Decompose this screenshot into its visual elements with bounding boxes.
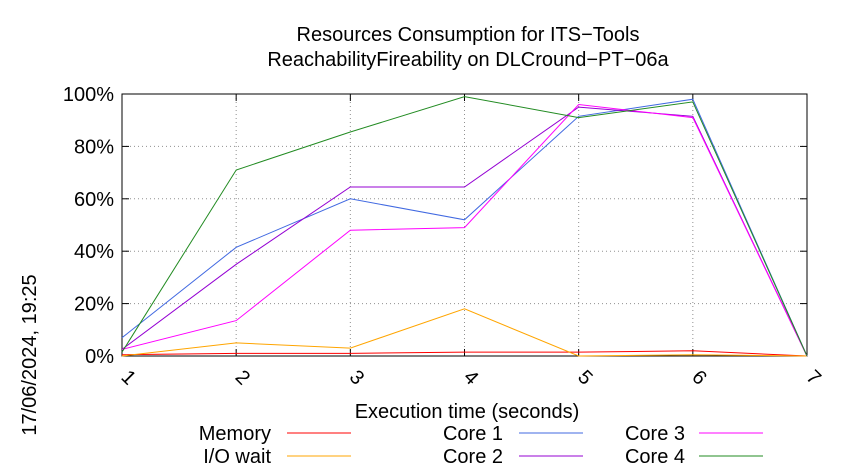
y-tick-label: 40% <box>74 241 114 263</box>
x-tick-label: 7 <box>802 366 825 389</box>
legend-label-memory: Memory <box>199 423 271 445</box>
y-axis: 0% 20% 40% 60% 80% 100% <box>63 84 807 368</box>
x-tick-label: 1 <box>117 366 140 389</box>
series-line-core-1 <box>121 98 808 357</box>
plot-frame <box>121 93 808 357</box>
y-tick-label: 0% <box>85 346 114 368</box>
x-tick-label: 3 <box>345 366 368 389</box>
x-axis: 1 2 3 4 5 6 7 <box>117 94 825 389</box>
series-lines <box>121 96 808 357</box>
series-line-core-3 <box>121 103 808 357</box>
grid <box>122 94 807 356</box>
chart-subtitle: ReachabilityFireability on DLCround−PT−0… <box>267 49 669 71</box>
legend-label-core-2: Core 2 <box>443 446 503 468</box>
x-axis-label: Execution time (seconds) <box>355 401 580 423</box>
x-tick-label: 4 <box>459 366 482 389</box>
legend-label-i-o-wait: I/O wait <box>203 446 271 468</box>
y-tick-label: 20% <box>74 294 114 316</box>
chart-title: Resources Consumption for ITS−Tools <box>297 24 640 46</box>
series-line-core-4 <box>121 96 808 357</box>
x-tick-label: 5 <box>573 366 596 389</box>
legend-label-core-3: Core 3 <box>625 423 685 445</box>
y-tick-label: 100% <box>63 84 114 106</box>
y-tick-label: 60% <box>74 189 114 211</box>
series-line-memory <box>121 350 808 357</box>
legend-label-core-1: Core 1 <box>443 423 503 445</box>
x-tick-label: 6 <box>687 366 710 389</box>
timestamp-label: 17/06/2024, 19:25 <box>19 274 41 435</box>
x-tick-label: 2 <box>231 366 254 389</box>
series-line-i-o-wait <box>121 308 808 357</box>
legend-label-core-4: Core 4 <box>625 446 685 468</box>
series-line-core-2 <box>121 106 808 357</box>
y-tick-label: 80% <box>74 136 114 158</box>
